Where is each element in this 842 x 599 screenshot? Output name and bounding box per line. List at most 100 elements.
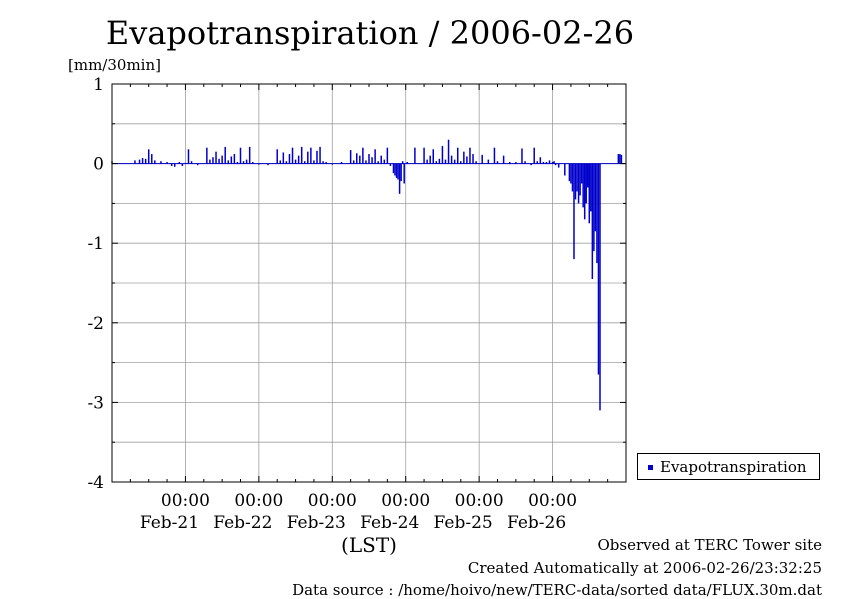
data-bar [576,163,578,192]
data-bar [218,158,220,164]
data-bar [571,163,574,192]
data-bar [138,159,141,164]
data-bar [453,159,456,164]
y-tick-label: -4 [87,473,104,493]
data-bar [444,159,447,164]
x-tick-date-label: Feb-21 [140,513,199,533]
data-bar [392,163,395,174]
data-bar [245,159,248,164]
data-bar [134,160,136,164]
data-bar [340,162,343,164]
legend-label: Evapotranspiration [660,458,807,476]
data-bar [397,163,399,180]
x-tick-time-label: 00:00 [528,491,577,511]
x-tick-labels: 00:00Feb-2100:00Feb-2200:00Feb-2300:00Fe… [140,491,577,533]
data-bar [475,161,477,164]
footer-created-note: Created Automatically at 2006-02-26/23:3… [467,559,822,577]
data-bar [441,146,444,164]
data-bar [515,162,517,164]
data-bar [209,159,211,164]
y-tick-label: -2 [87,314,104,334]
data-bar [577,163,580,204]
data-bar [406,162,408,164]
data-bar [429,155,431,164]
data-bars [111,139,626,411]
data-bar [349,150,352,164]
data-bar [170,163,173,166]
data-bar [206,147,208,164]
x-tick-time-label: 00:00 [161,491,210,511]
data-bar [594,163,597,232]
data-bar [545,162,548,164]
data-bar [593,163,595,252]
data-bar [322,161,324,164]
data-bar [564,163,566,176]
data-bar [352,160,355,164]
data-bar [502,155,505,164]
y-axis-unit-label: [mm/30min] [68,56,161,74]
data-bar [599,163,601,411]
data-bar [533,147,535,164]
data-bar [294,159,297,164]
data-bar [141,158,144,164]
data-bar [587,163,589,188]
x-tick-date-label: Feb-25 [434,513,493,533]
data-bar [248,146,251,164]
data-bar [304,161,306,164]
data-bar [574,163,577,200]
data-bar [536,161,539,164]
data-bar [588,163,591,224]
data-bar [447,139,450,164]
x-tick-time-label: 00:00 [308,491,357,511]
data-bar [401,161,404,164]
data-bar [389,163,392,166]
x-tick-time-label: 00:00 [455,491,504,511]
data-bar [508,162,511,164]
data-bar [496,161,499,164]
data-bar [542,162,545,164]
data-bar [568,163,571,182]
data-bar [300,146,303,164]
x-tick-time-label: 00:00 [381,491,430,511]
data-bar [190,161,193,164]
data-bar [551,162,554,164]
data-bar [151,154,153,164]
data-bar [524,161,526,164]
data-bar [227,160,230,164]
legend: Evapotranspiration [637,453,820,480]
data-bar [460,161,462,164]
data-bar [282,152,285,164]
data-bar [432,149,434,164]
data-bar [619,154,621,164]
data-bar [530,163,532,166]
data-bar [215,151,217,164]
chart-title: Evapotranspiration / 2006-02-26 [105,14,635,52]
data-bar [276,149,278,164]
footer-source-note: Data source : /home/hoivo/new/TERC-data/… [292,581,822,599]
y-tick-label: -3 [87,393,104,413]
grid-lines [112,83,626,483]
data-bar [383,159,386,164]
data-bar [147,149,150,164]
data-bar [365,160,367,164]
data-bar [166,162,168,164]
data-bar [466,156,468,164]
data-bar [316,150,318,164]
data-bar [371,157,373,164]
data-bar [279,160,282,164]
x-tick-date-label: Feb-22 [213,513,272,533]
data-bar [154,160,156,164]
data-bar [173,163,176,167]
data-bar [463,151,465,164]
data-bar [582,163,584,208]
data-bar [359,155,361,164]
data-bar [548,160,551,164]
data-bar [423,147,425,164]
data-bar [395,163,398,178]
x-tick-date-label: Feb-23 [287,513,346,533]
data-bar [579,163,581,196]
data-bar [181,163,184,166]
data-bar [583,163,586,220]
y-tick-label: 1 [93,75,104,95]
